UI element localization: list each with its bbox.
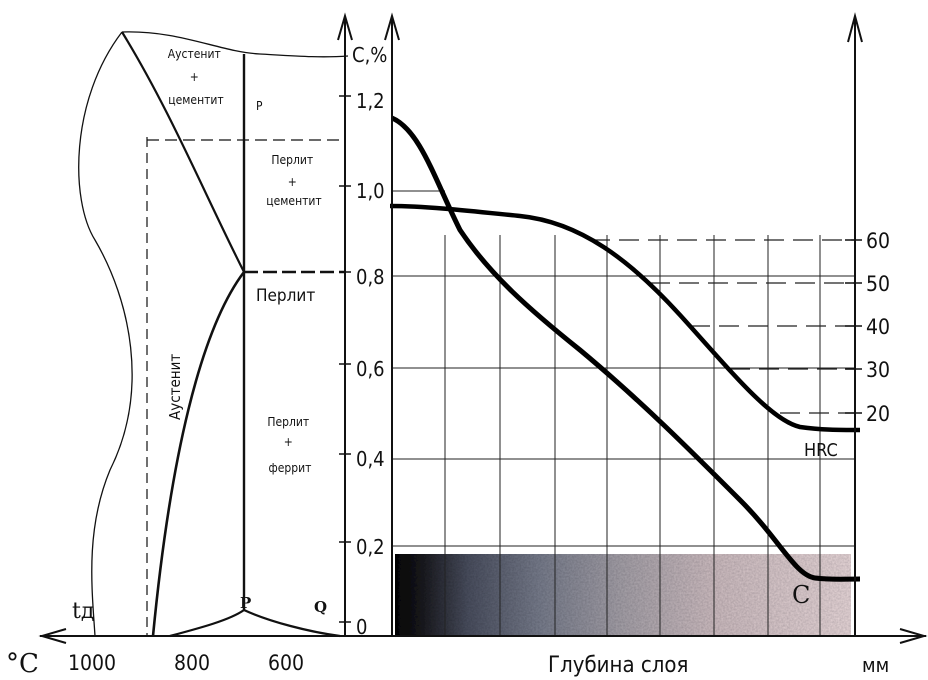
label-austenite-cementite: Аустенит + цементит — [168, 47, 224, 107]
hrc-axis: 60 50 40 30 20 HRC — [804, 12, 890, 636]
hrc-tick-label: 30 — [866, 358, 890, 382]
carbon-tick-label: 0 — [356, 615, 367, 639]
depth-unit: мм — [862, 653, 889, 677]
label-q: Q — [314, 598, 327, 616]
outer-temperature-curve — [78, 31, 133, 637]
hrc-tick-label: 50 — [866, 272, 890, 296]
hrc-curve-label: HRC — [804, 440, 838, 461]
hrc-tick-label: 40 — [866, 315, 890, 339]
temperature-tick-label: 800 — [174, 651, 210, 675]
temperature-tick-label: 1000 — [68, 651, 116, 675]
microstructure-band — [395, 554, 851, 636]
depth-axis-vertical — [384, 12, 400, 636]
temperature-ticks: 1000 800 600 — [68, 651, 304, 675]
bottom-axis — [38, 628, 928, 644]
acm-line — [121, 31, 245, 273]
hrc-dashed-levels — [590, 239, 855, 414]
hrc-tick-label: 20 — [866, 402, 890, 426]
carbon-axis-title: С,% — [352, 43, 387, 67]
carbon-curve-label: С — [792, 581, 810, 609]
label-td: tд — [72, 599, 94, 624]
carbon-tick-label: 0,8 — [356, 265, 385, 289]
phase-diagram — [78, 31, 349, 638]
p-left-curve — [169, 609, 245, 638]
carbon-tick-label: 1,2 — [356, 89, 385, 113]
pq-curve — [243, 609, 341, 638]
carbon-tick-label: 0,6 — [356, 357, 385, 381]
label-pearlite-cementite: Перлит + цементит — [266, 153, 321, 208]
label-pearlite: Перлит — [256, 286, 315, 306]
label-p-bottom: P — [240, 594, 251, 612]
temperature-tick-label: 600 — [268, 651, 304, 675]
carbon-ticks: 1,2 1,0 0,8 0,6 0,4 0,2 0 — [339, 89, 385, 639]
carbon-tick-label: 0,4 — [356, 447, 385, 471]
label-austenite: Аустенит — [166, 354, 184, 420]
depth-axis-label: Глубина слоя — [548, 653, 688, 678]
temperature-unit: °С — [6, 649, 39, 679]
carbon-axis: С,% 1,2 1,0 0,8 0,6 0,4 0,2 0 — [337, 12, 387, 639]
phase-labels: Аустенит + цементит Р Перлит + цементит … — [72, 47, 327, 624]
a3-line — [151, 271, 246, 637]
carbon-tick-label: 1,0 — [356, 179, 385, 203]
carbon-curve — [390, 115, 861, 582]
label-pearlite-ferrite: Перлит + феррит — [267, 415, 312, 475]
carbon-tick-label: 0,2 — [356, 535, 385, 559]
hrc-tick-label: 60 — [866, 229, 890, 253]
bottom-labels: °С 1000 800 600 Глубина слоя мм — [6, 649, 889, 679]
label-p-top: Р — [256, 99, 263, 113]
chart-grid — [392, 190, 855, 636]
hrc-curve — [389, 203, 861, 433]
top-boundary-curve — [121, 31, 349, 58]
hrc-ticks: 60 50 40 30 20 — [845, 229, 890, 426]
